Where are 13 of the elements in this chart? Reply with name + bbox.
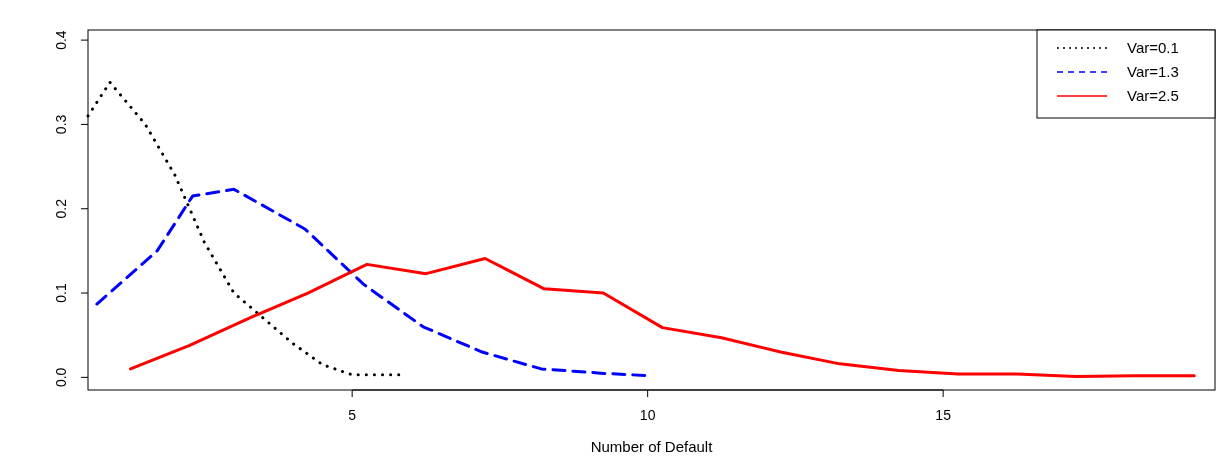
x-tick-label: 10: [639, 407, 656, 423]
y-tick-label: 0.3: [53, 114, 69, 135]
y-tick-label: 0.4: [53, 30, 69, 50]
y-tick-label: 0.1: [53, 283, 69, 303]
legend-label: Var=2.5: [1127, 87, 1179, 104]
y-tick-label: 0.0: [53, 367, 69, 388]
line-series: [129, 256, 1196, 379]
x-axis-title: Number of Default: [590, 438, 714, 455]
x-tick-label: 15: [935, 407, 952, 423]
legend-label: Var=1.3: [1127, 63, 1179, 80]
legend-label: Var=0.1: [1127, 39, 1179, 56]
y-tick-label: 0.2: [53, 198, 69, 219]
x-tick-label: 5: [348, 407, 357, 423]
